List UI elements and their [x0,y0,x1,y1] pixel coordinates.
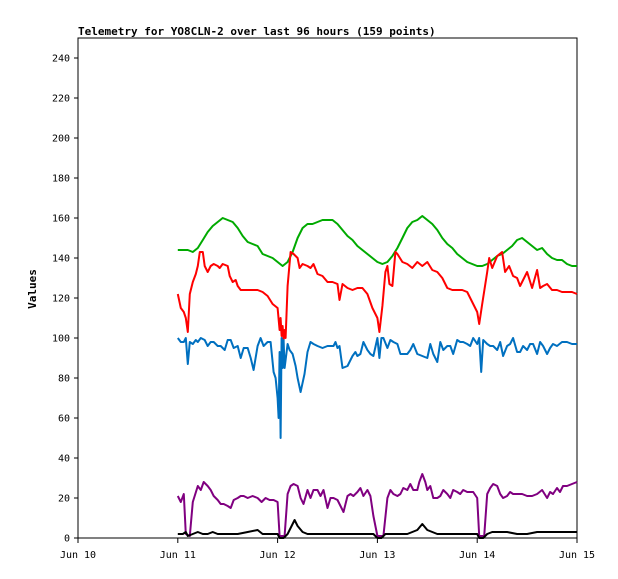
y-tick-label: 100 [52,334,70,345]
plot-area [77,37,578,539]
y-axis-label: Values [26,269,39,309]
y-tick-label: 20 [58,494,70,505]
y-tick-label: 0 [64,534,70,545]
y-axis: 0 20 40 60 80 100 120 140 160 180 200 220 240 [52,54,78,545]
series-line-2 [176,251,578,341]
x-tick-label: Jun 15 [559,550,595,561]
x-tick-label: Jun 13 [359,550,395,561]
x-tick-label: Jun 12 [260,550,296,561]
series-line-5 [177,519,577,539]
y-tick-label: 220 [52,94,70,105]
x-tick-label: Jun 10 [60,550,96,561]
series-layer [176,215,578,539]
y-tick-label: 60 [58,414,70,425]
series-line-3 [177,337,577,439]
y-tick-label: 240 [52,54,70,65]
y-tick-label: 80 [58,374,70,385]
y-tick-label: 160 [52,214,70,225]
y-tick-label: 40 [58,454,70,465]
x-tick-label: Jun 11 [160,550,196,561]
x-axis: Jun 10 Jun 11 Jun 12 Jun 13 Jun 14 Jun 15 [60,538,595,561]
series-line-1 [177,215,577,267]
x-tick-label: Jun 14 [459,550,495,561]
chart-title: Telemetry for YO8CLN-2 over last 96 hour… [78,25,436,38]
y-tick-label: 180 [52,174,70,185]
y-tick-label: 200 [52,134,70,145]
y-tick-label: 140 [52,254,70,265]
series-line-4 [176,473,578,537]
y-tick-label: 120 [52,294,70,305]
